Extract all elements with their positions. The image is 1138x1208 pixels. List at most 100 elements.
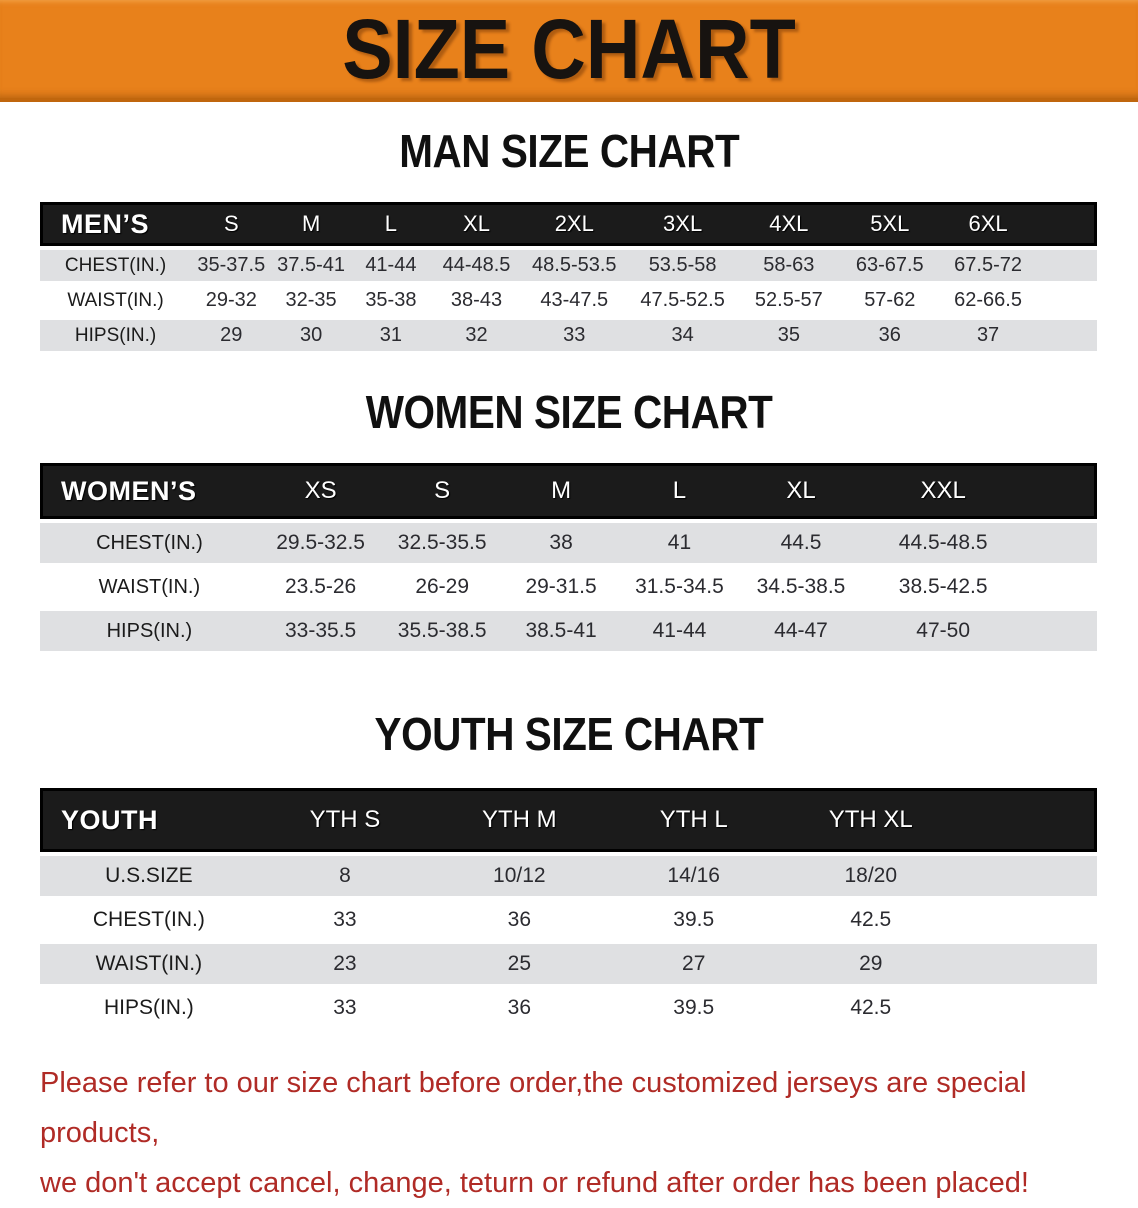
value-cell: 39.5 <box>606 988 781 1028</box>
row-filler-cell <box>960 856 1097 896</box>
value-cell: 29 <box>780 944 961 984</box>
size-chart-banner: SIZE CHART <box>0 0 1138 102</box>
value-cell: 25 <box>432 944 607 984</box>
table-row: CHEST(IN.) 35-37.5 37.5-41 41-44 44-48.5 48.5… <box>40 250 1097 281</box>
size-header-cell: 4XL <box>738 202 840 246</box>
value-cell: 33 <box>257 988 433 1028</box>
row-filler-cell <box>960 988 1097 1028</box>
value-cell: 31.5-34.5 <box>620 567 739 607</box>
value-cell: 31 <box>350 320 432 351</box>
row-filler-cell <box>1035 285 1097 316</box>
women-section-title: WOMEN SIZE CHART <box>0 388 1138 436</box>
value-cell: 43-47.5 <box>521 285 627 316</box>
size-header-row: YOUTH YTH S YTH M YTH L YTH XL <box>40 788 1097 852</box>
value-cell: 36 <box>432 900 607 940</box>
row-label-cell: HIPS(IN.) <box>40 320 192 351</box>
youth-section-title-text: YOUTH SIZE CHART <box>374 708 764 760</box>
size-header-cell: XL <box>738 463 864 519</box>
value-cell: 35-37.5 <box>191 250 272 281</box>
size-header-row: WOMEN’S XS S M L XL XXL <box>40 463 1097 519</box>
value-cell: 47-50 <box>863 611 1023 651</box>
men-section-title-text: MAN SIZE CHART <box>398 125 740 177</box>
size-header-cell: YTH M <box>432 788 607 852</box>
men-size-table: MEN’S S M L XL 2XL 3XL 4XL 5XL 6XL CHEST(IN.) 35-37… <box>40 198 1097 355</box>
value-cell: 37 <box>940 320 1036 351</box>
value-cell: 8 <box>257 856 433 896</box>
table-row: CHEST(IN.) 33 36 39.5 42.5 <box>40 900 1097 940</box>
value-cell: 18/20 <box>780 856 961 896</box>
value-cell: 26-29 <box>382 567 502 607</box>
value-cell: 58-63 <box>738 250 840 281</box>
size-header-cell: YTH S <box>257 788 433 852</box>
value-cell: 42.5 <box>780 900 961 940</box>
value-cell: 10/12 <box>432 856 607 896</box>
size-header-cell: S <box>191 202 272 246</box>
value-cell: 37.5-41 <box>271 250 351 281</box>
value-cell: 32.5-35.5 <box>382 523 502 563</box>
table-row: WAIST(IN.) 23 25 27 29 <box>40 944 1097 984</box>
value-cell: 52.5-57 <box>738 285 840 316</box>
value-cell: 38 <box>501 523 621 563</box>
table-row: HIPS(IN.) 33 36 39.5 42.5 <box>40 988 1097 1028</box>
value-cell: 35.5-38.5 <box>382 611 502 651</box>
value-cell: 39.5 <box>606 900 781 940</box>
value-cell: 57-62 <box>839 285 941 316</box>
value-cell: 29-32 <box>191 285 272 316</box>
value-cell: 35 <box>738 320 840 351</box>
size-header-row: MEN’S S M L XL 2XL 3XL 4XL 5XL 6XL <box>40 202 1097 246</box>
row-filler-cell <box>1022 611 1097 651</box>
header-filler-cell <box>960 788 1097 852</box>
value-cell: 47.5-52.5 <box>626 285 739 316</box>
table-title-cell: MEN’S <box>40 202 192 246</box>
row-filler-cell <box>1022 567 1097 607</box>
value-cell: 33 <box>521 320 627 351</box>
value-cell: 44-47 <box>738 611 864 651</box>
youth-section-title: YOUTH SIZE CHART <box>0 710 1138 758</box>
table-row: U.S.SIZE 8 10/12 14/16 18/20 <box>40 856 1097 896</box>
value-cell: 38.5-42.5 <box>863 567 1023 607</box>
value-cell: 48.5-53.5 <box>521 250 627 281</box>
row-label-cell: CHEST(IN.) <box>40 250 192 281</box>
disclaimer: Please refer to our size chart before or… <box>40 1058 1118 1208</box>
value-cell: 44-48.5 <box>431 250 522 281</box>
value-cell: 34.5-38.5 <box>738 567 864 607</box>
value-cell: 32 <box>431 320 522 351</box>
men-section-title: MAN SIZE CHART <box>0 127 1138 175</box>
disclaimer-line-1: Please refer to our size chart before or… <box>40 1067 1027 1149</box>
row-label-cell: WAIST(IN.) <box>40 285 192 316</box>
value-cell: 14/16 <box>606 856 781 896</box>
value-cell: 30 <box>271 320 351 351</box>
women-size-table: WOMEN’S XS S M L XL XXL CHEST(IN.) 29.5-32.5 32.5… <box>40 459 1097 655</box>
header-filler-cell <box>1022 463 1097 519</box>
table-title-cell: WOMEN’S <box>40 463 259 519</box>
value-cell: 63-67.5 <box>839 250 941 281</box>
table-row: CHEST(IN.) 29.5-32.5 32.5-35.5 38 41 44.5 44.5… <box>40 523 1097 563</box>
size-header-cell: M <box>271 202 351 246</box>
table-row: WAIST(IN.) 23.5-26 26-29 29-31.5 31.5-34.5 34… <box>40 567 1097 607</box>
value-cell: 32-35 <box>271 285 351 316</box>
row-filler-cell <box>1035 320 1097 351</box>
value-cell: 67.5-72 <box>940 250 1036 281</box>
size-header-cell: M <box>501 463 621 519</box>
value-cell: 53.5-58 <box>626 250 739 281</box>
women-section-title-text: WOMEN SIZE CHART <box>365 386 773 438</box>
row-label-cell: U.S.SIZE <box>40 856 258 896</box>
row-filler-cell <box>960 944 1097 984</box>
row-label-cell: WAIST(IN.) <box>40 944 258 984</box>
row-label-cell: CHEST(IN.) <box>40 900 258 940</box>
size-header-cell: 3XL <box>626 202 739 246</box>
row-label-cell: HIPS(IN.) <box>40 988 258 1028</box>
value-cell: 38-43 <box>431 285 522 316</box>
row-label-cell: WAIST(IN.) <box>40 567 259 607</box>
value-cell: 35-38 <box>350 285 432 316</box>
value-cell: 41 <box>620 523 739 563</box>
row-filler-cell <box>960 900 1097 940</box>
disclaimer-line-2: we don't accept cancel, change, teturn o… <box>40 1167 1029 1199</box>
size-header-cell: S <box>382 463 502 519</box>
size-header-cell: L <box>350 202 432 246</box>
table-row: WAIST(IN.) 29-32 32-35 35-38 38-43 43-47.5 47.… <box>40 285 1097 316</box>
value-cell: 29 <box>191 320 272 351</box>
youth-size-chart-section: YOUTH SIZE CHART YOUTH YTH S YTH M YTH L YTH… <box>0 710 1138 1032</box>
size-header-cell: YTH XL <box>780 788 961 852</box>
table-row: HIPS(IN.) 33-35.5 35.5-38.5 38.5-41 41-44 44-… <box>40 611 1097 651</box>
